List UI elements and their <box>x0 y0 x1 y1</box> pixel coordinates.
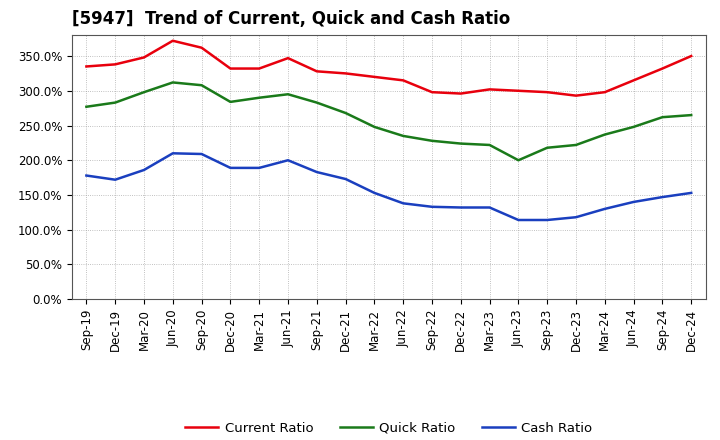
Cash Ratio <box>140 167 148 172</box>
Current Ratio <box>658 66 667 71</box>
Quick Ratio <box>428 138 436 143</box>
Current Ratio <box>168 38 177 44</box>
Quick Ratio <box>456 141 465 146</box>
Cash Ratio <box>485 205 494 210</box>
Quick Ratio <box>572 142 580 147</box>
Quick Ratio <box>370 124 379 129</box>
Quick Ratio <box>399 133 408 139</box>
Cash Ratio <box>168 150 177 156</box>
Quick Ratio <box>255 95 264 100</box>
Current Ratio <box>485 87 494 92</box>
Cash Ratio <box>658 194 667 200</box>
Cash Ratio <box>687 190 696 195</box>
Cash Ratio <box>226 165 235 171</box>
Cash Ratio <box>284 158 292 163</box>
Current Ratio <box>428 89 436 95</box>
Cash Ratio <box>312 169 321 175</box>
Current Ratio <box>399 78 408 83</box>
Quick Ratio <box>197 83 206 88</box>
Current Ratio <box>197 45 206 50</box>
Cash Ratio <box>572 215 580 220</box>
Current Ratio <box>456 91 465 96</box>
Current Ratio <box>284 55 292 61</box>
Current Ratio <box>140 55 148 60</box>
Current Ratio <box>82 64 91 69</box>
Cash Ratio <box>600 206 609 212</box>
Quick Ratio <box>284 92 292 97</box>
Quick Ratio <box>140 89 148 95</box>
Cash Ratio <box>197 151 206 157</box>
Current Ratio <box>111 62 120 67</box>
Current Ratio <box>255 66 264 71</box>
Line: Quick Ratio: Quick Ratio <box>86 82 691 160</box>
Current Ratio <box>370 74 379 80</box>
Text: [5947]  Trend of Current, Quick and Cash Ratio: [5947] Trend of Current, Quick and Cash … <box>72 10 510 28</box>
Cash Ratio <box>543 217 552 223</box>
Current Ratio <box>312 69 321 74</box>
Cash Ratio <box>399 201 408 206</box>
Quick Ratio <box>658 114 667 120</box>
Current Ratio <box>543 89 552 95</box>
Current Ratio <box>629 78 638 83</box>
Line: Current Ratio: Current Ratio <box>86 41 691 95</box>
Legend: Current Ratio, Quick Ratio, Cash Ratio: Current Ratio, Quick Ratio, Cash Ratio <box>180 417 598 440</box>
Quick Ratio <box>341 110 350 116</box>
Cash Ratio <box>341 176 350 182</box>
Cash Ratio <box>370 190 379 195</box>
Current Ratio <box>600 89 609 95</box>
Current Ratio <box>514 88 523 93</box>
Quick Ratio <box>168 80 177 85</box>
Current Ratio <box>572 93 580 98</box>
Quick Ratio <box>312 100 321 105</box>
Cash Ratio <box>514 217 523 223</box>
Cash Ratio <box>255 165 264 171</box>
Quick Ratio <box>514 158 523 163</box>
Quick Ratio <box>600 132 609 137</box>
Cash Ratio <box>629 199 638 205</box>
Quick Ratio <box>82 104 91 110</box>
Quick Ratio <box>543 145 552 150</box>
Cash Ratio <box>111 177 120 182</box>
Quick Ratio <box>629 124 638 129</box>
Line: Cash Ratio: Cash Ratio <box>86 153 691 220</box>
Cash Ratio <box>456 205 465 210</box>
Quick Ratio <box>485 142 494 147</box>
Current Ratio <box>341 71 350 76</box>
Quick Ratio <box>687 113 696 118</box>
Cash Ratio <box>82 173 91 178</box>
Quick Ratio <box>111 100 120 105</box>
Cash Ratio <box>428 204 436 209</box>
Current Ratio <box>226 66 235 71</box>
Current Ratio <box>687 53 696 59</box>
Quick Ratio <box>226 99 235 105</box>
